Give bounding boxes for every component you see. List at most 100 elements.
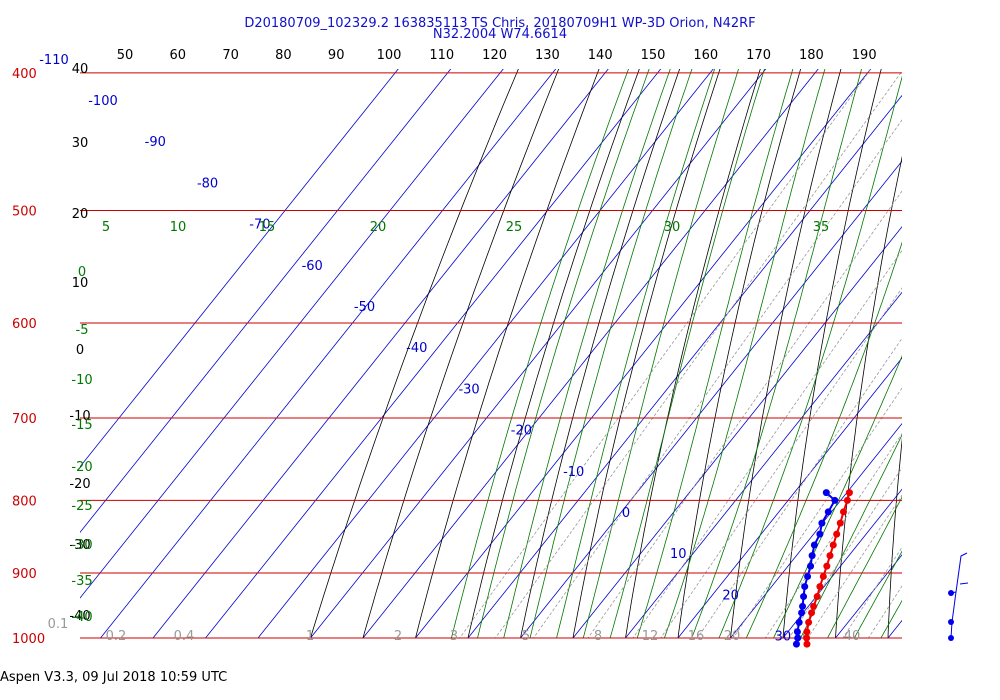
wind-barb-staff: [950, 552, 968, 639]
wind-barb-mark: [948, 635, 954, 641]
dewpoint-point: [808, 552, 816, 560]
top-scale-label: 80: [275, 48, 292, 63]
moist-adiabat-label: -35: [71, 574, 92, 589]
moist-adiabat-line: [582, 69, 739, 638]
isotherm-line: [80, 69, 504, 599]
mixing-ratio-label: 8: [594, 629, 602, 644]
moist-adiabat-label: -5: [76, 323, 89, 338]
isotherm-label: -30: [458, 382, 479, 397]
dry-adiabat-line: [572, 69, 721, 638]
dry-adiabat-line: [835, 155, 902, 638]
top-scale-label: 50: [117, 48, 134, 63]
dry-adiabat-line: [362, 69, 560, 638]
mixing-ratio-label: 3: [450, 629, 458, 644]
mixing-ratio-line: [532, 119, 902, 638]
dry-adiabat-line: [730, 69, 842, 638]
pressure-label: 1000: [12, 632, 45, 647]
isotherm-line: [782, 488, 902, 638]
dry-adiabat-label: -40: [69, 609, 90, 624]
chart-title-line2: N32.2004 W74.6614: [432, 27, 568, 42]
dewpoint-point: [824, 508, 832, 516]
mixing-ratio-label: 5: [522, 629, 530, 644]
temperature-point: [803, 634, 811, 642]
dry-adiabat-label: 40: [72, 62, 89, 77]
dewpoint-point: [798, 609, 806, 617]
moist-adiabat-label: 20: [370, 220, 387, 235]
moist-adiabat-line: [691, 69, 862, 638]
pressure-label: 500: [12, 205, 37, 220]
moist-adiabat-line: [800, 434, 902, 638]
isotherm-label: -80: [197, 176, 218, 191]
isotherm-label: 0: [622, 506, 630, 521]
mixing-ratio-line: [842, 546, 902, 638]
mixing-ratio-label: 1: [306, 629, 314, 644]
top-scale-label: 60: [170, 48, 187, 63]
isotherm-label: -100: [88, 94, 118, 109]
dry-adiabat-line: [520, 69, 681, 638]
dry-adiabat-line: [993, 0, 1000, 668]
moist-adiabat-label: 35: [813, 220, 830, 235]
dry-adiabat-line: [677, 69, 802, 638]
mixing-ratio-label: 0.4: [174, 629, 195, 644]
isotherm-label: -10: [563, 465, 584, 480]
dry-adiabat-label: 0: [76, 343, 84, 358]
mixing-ratio-label: 0.1: [48, 617, 69, 632]
dry-adiabat-label: -20: [69, 477, 90, 492]
dewpoint-point: [818, 519, 826, 527]
moist-adiabat-label: 10: [170, 220, 187, 235]
temperature-point: [839, 508, 847, 516]
dewpoint-point: [804, 572, 812, 580]
moist-adiabat-line: [853, 550, 902, 638]
temperature-point: [808, 609, 816, 617]
chart-title-line1: D20180709_102329.2 163835113 TS Chris, 2…: [244, 16, 756, 31]
wind-barb-flag: [959, 582, 969, 585]
moist-adiabat-label: -40: [71, 610, 92, 625]
isotherm-line: [309, 69, 767, 638]
isotherm-line: [204, 69, 662, 638]
top-scale-label: 100: [377, 48, 402, 63]
wind-barb-panel: [948, 552, 969, 641]
top-scale-label: 90: [328, 48, 345, 63]
moist-adiabat-line: [450, 69, 629, 638]
moist-adiabat-label: 25: [506, 220, 523, 235]
temperature-point: [803, 640, 811, 648]
dewpoint-point: [799, 602, 807, 610]
moist-adiabat-line: [745, 241, 902, 638]
moist-adiabat-line: [663, 69, 826, 638]
isotherm-line: [362, 69, 819, 638]
mixing-ratio-label: 2: [394, 629, 402, 644]
dry-adiabat-line: [782, 69, 882, 638]
isotherm-line: [467, 94, 902, 638]
dry-adiabat-line: [310, 69, 519, 638]
pressure-label: 900: [12, 567, 37, 582]
dry-adiabat-label: -30: [69, 538, 90, 553]
dewpoint-point: [794, 634, 802, 642]
top-scale-label: 150: [641, 48, 666, 63]
moist-adiabat-line: [529, 69, 693, 638]
pressure-label: 700: [12, 412, 37, 427]
isotherm-line: [624, 291, 902, 638]
dewpoint-point: [792, 640, 800, 648]
top-scale-label: 180: [799, 48, 824, 63]
dewpoint-point: [816, 530, 824, 538]
isotherm-line: [152, 69, 609, 638]
isotherm-line: [99, 69, 557, 638]
temperature-point: [805, 618, 813, 626]
top-scale-label: 70: [222, 48, 239, 63]
temperature-point: [826, 552, 834, 560]
isotherm-label: -40: [406, 341, 427, 356]
mixing-ratio-line: [732, 387, 902, 638]
wind-barb-mark: [948, 619, 954, 625]
temperature-point: [845, 489, 853, 497]
temperature-point: [803, 628, 811, 636]
mixing-ratio-line: [660, 287, 902, 638]
mixing-ratio-line: [867, 585, 902, 638]
moist-adiabat-label: -15: [71, 418, 92, 433]
moist-adiabat-line: [773, 355, 902, 638]
temperature-point: [823, 562, 831, 570]
isotherm-line: [519, 160, 902, 638]
dewpoint-point: [810, 541, 818, 549]
dry-adiabat-label: 30: [72, 136, 89, 151]
temperature-point: [810, 602, 818, 610]
top-scale-label: 140: [588, 48, 613, 63]
